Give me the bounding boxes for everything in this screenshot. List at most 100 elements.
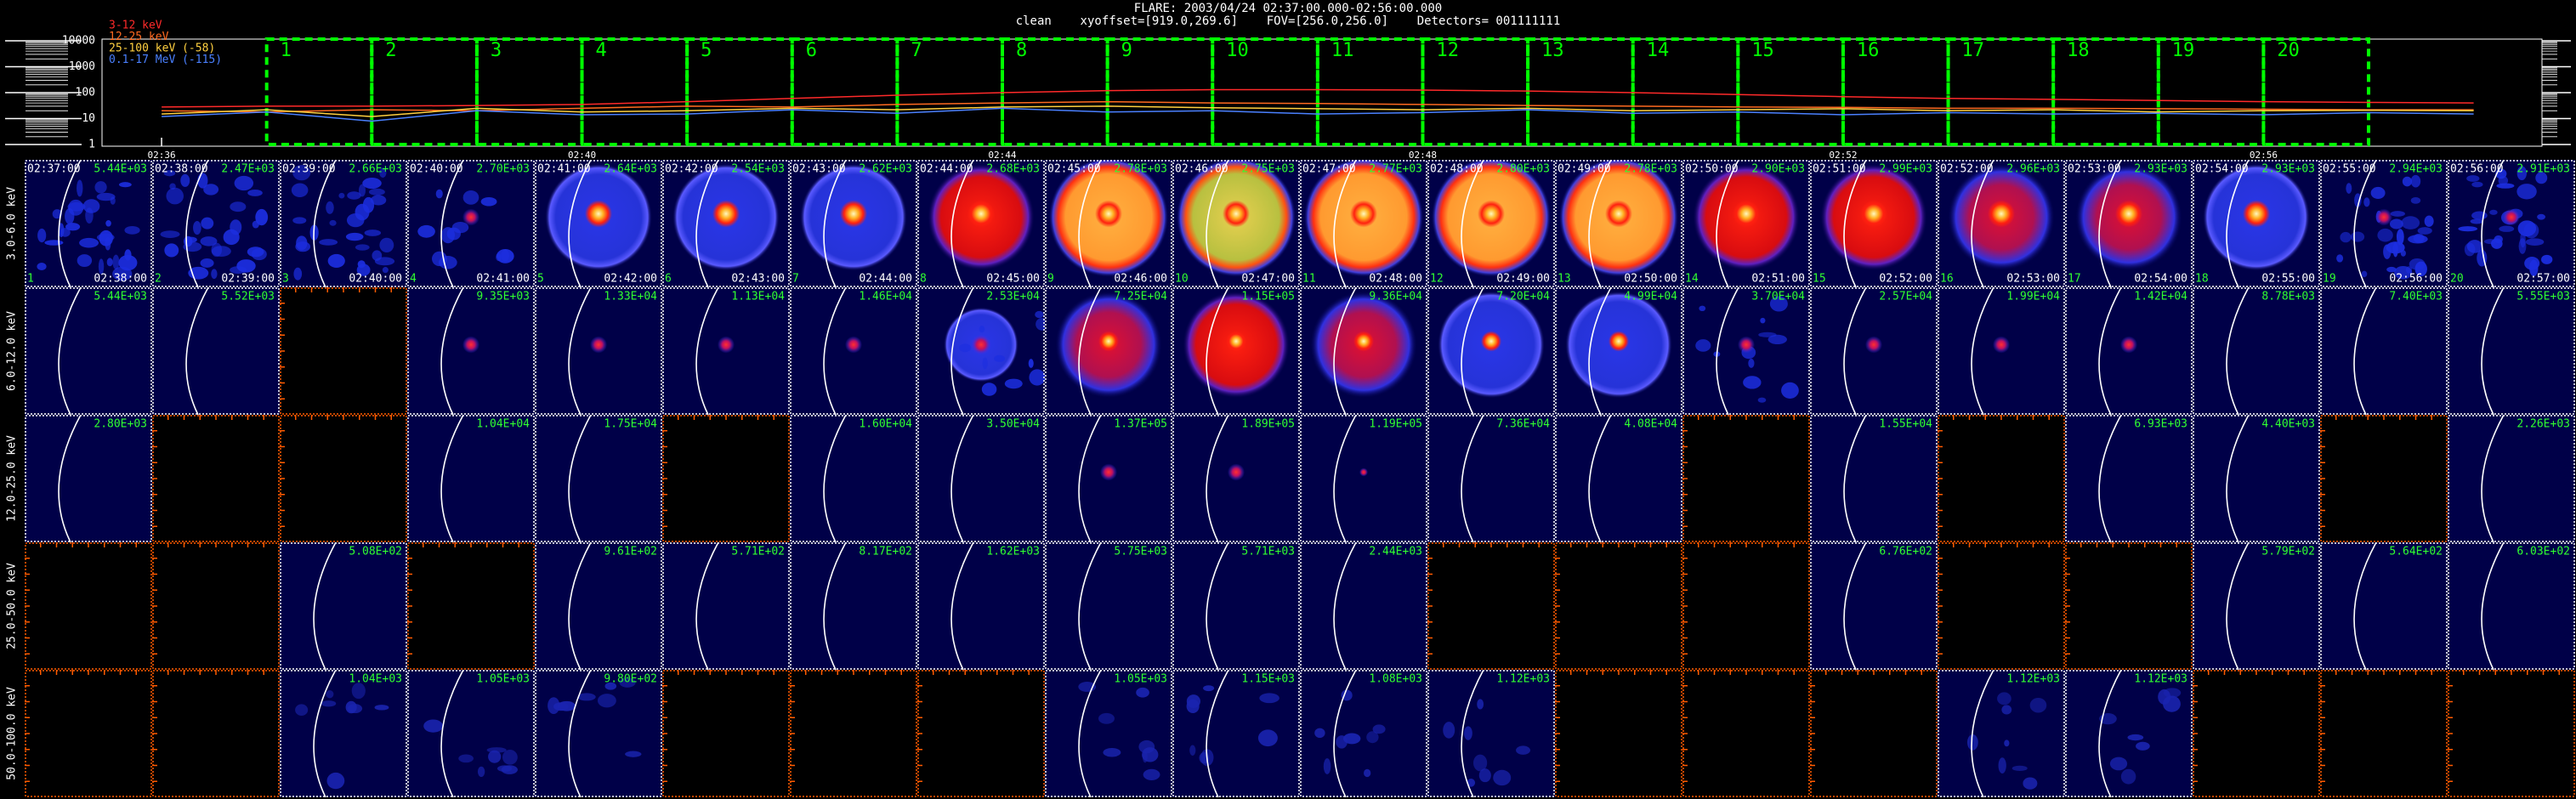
panel-content (1810, 160, 1938, 287)
start-time: 02:40:00 (410, 163, 463, 176)
panel-bg (1810, 415, 1938, 542)
noise-patch (374, 705, 389, 711)
solar-limb (1716, 160, 1739, 287)
image-panel: 5.79E+02 (2193, 542, 2320, 670)
image-panel: 1.42E+04 (2065, 287, 2193, 415)
image-panel: 9.61E+02 (535, 542, 662, 670)
panel-border (1427, 542, 1555, 670)
max-value: 2.93E+03 (2261, 163, 2315, 176)
row-label: 25.0-50.0 keV (6, 563, 19, 649)
noise-patch (234, 175, 254, 191)
panel-border (2065, 160, 2193, 287)
panel-content (535, 670, 662, 797)
panel-border (280, 160, 407, 287)
solar-limb (2353, 287, 2377, 415)
panel-content (790, 287, 917, 415)
interval-label: 3 (491, 40, 502, 61)
panel-border (1045, 160, 1172, 287)
image-panel (1555, 670, 1682, 797)
start-time: 02:50:00 (1685, 163, 1739, 176)
noise-patch (326, 772, 345, 790)
noise-patch (180, 173, 190, 187)
panel-border (25, 542, 152, 670)
end-time: 02:40:00 (349, 273, 402, 286)
image-panel: 7.36E+04 (1427, 415, 1555, 542)
max-value: 2.99E+03 (1879, 163, 1932, 176)
max-value: 1.46E+04 (859, 291, 912, 303)
noise-patch (1743, 376, 1762, 389)
max-value: 2.78E+03 (1114, 163, 1167, 176)
noise-patch (2466, 240, 2483, 253)
noise-patch (2386, 266, 2397, 273)
panel-content (152, 287, 280, 415)
panel-content (790, 160, 917, 287)
image-panel (1682, 670, 1810, 797)
source-dot (462, 208, 479, 226)
panel-content (1938, 542, 2065, 670)
panel-content (2193, 287, 2320, 415)
panel-bg (1810, 670, 1938, 797)
noise-patch (295, 241, 311, 252)
end-time: 02:45:00 (986, 273, 1040, 286)
interval-label: 11 (1331, 40, 1354, 61)
noise-patch (501, 765, 518, 774)
panel-index: 5 (537, 273, 544, 286)
image-panel: 8.78E+03 (2193, 287, 2320, 415)
noise-patch (164, 243, 179, 258)
noise-patch (2389, 218, 2403, 230)
solar-limb (313, 160, 337, 287)
max-value: 8.78E+03 (2261, 291, 2315, 303)
max-value: 1.15E+05 (1241, 291, 1295, 303)
panel-content (152, 670, 280, 797)
max-value: 2.70E+03 (476, 163, 530, 176)
noise-patch (2541, 254, 2553, 264)
panel-bg (407, 415, 535, 542)
noise-patch (2127, 734, 2144, 741)
panel-bg (25, 542, 152, 670)
noise-patch (1695, 339, 1711, 352)
panel-content (152, 542, 280, 670)
start-time: 02:42:00 (665, 163, 718, 176)
image-panel: 1.89E+05 (1172, 415, 1300, 542)
solar-limb (823, 160, 847, 287)
subtitle: clean xyoffset=[919.0,269.6] FOV=[256.0,… (1016, 14, 1561, 28)
panel-border (2193, 415, 2320, 542)
panel-border (917, 160, 1045, 287)
image-panel: 2.53E+04 (917, 287, 1045, 415)
noise-patch (1136, 687, 1149, 698)
image-panel: 6.76E+02 (1810, 542, 1938, 670)
panel-border (407, 670, 535, 797)
noise-patch (52, 209, 62, 219)
solar-limb (440, 670, 464, 797)
panel-border (152, 542, 280, 670)
series-line (162, 88, 2474, 108)
source-core (1481, 331, 1501, 352)
start-time: 02:48:00 (1430, 163, 1484, 176)
solar-limb (568, 670, 592, 797)
panel-bg (1555, 542, 1682, 670)
panel-border (2320, 160, 2448, 287)
noise-patch (1103, 747, 1121, 757)
max-value: 9.36E+04 (1369, 291, 1422, 303)
series-line (162, 107, 2474, 122)
panel-content (1555, 542, 1682, 670)
interval-box (1105, 37, 1215, 146)
panel-border (1682, 670, 1810, 797)
panel-index: 20 (2450, 273, 2464, 286)
row-label: 50.0-100.0 keV (6, 687, 19, 780)
panel-bg (535, 670, 662, 797)
noise-patch (488, 750, 502, 763)
image-panel: 2.77E+03 02:47:00 02:48:00 11 (1300, 160, 1427, 287)
panel-content (535, 160, 662, 287)
max-value: 2.44E+03 (1369, 546, 1422, 558)
image-panel (280, 415, 407, 542)
noise-patch (2529, 259, 2539, 277)
panel-index: 13 (1558, 273, 1571, 286)
panel-content (1300, 670, 1427, 797)
panel-bg (25, 670, 152, 797)
source-core (1350, 200, 1377, 228)
image-panel: 1.08E+03 (1300, 670, 1427, 797)
noise-patch (1036, 318, 1045, 331)
panel-border (1810, 160, 1938, 287)
panel-border (2065, 415, 2193, 542)
